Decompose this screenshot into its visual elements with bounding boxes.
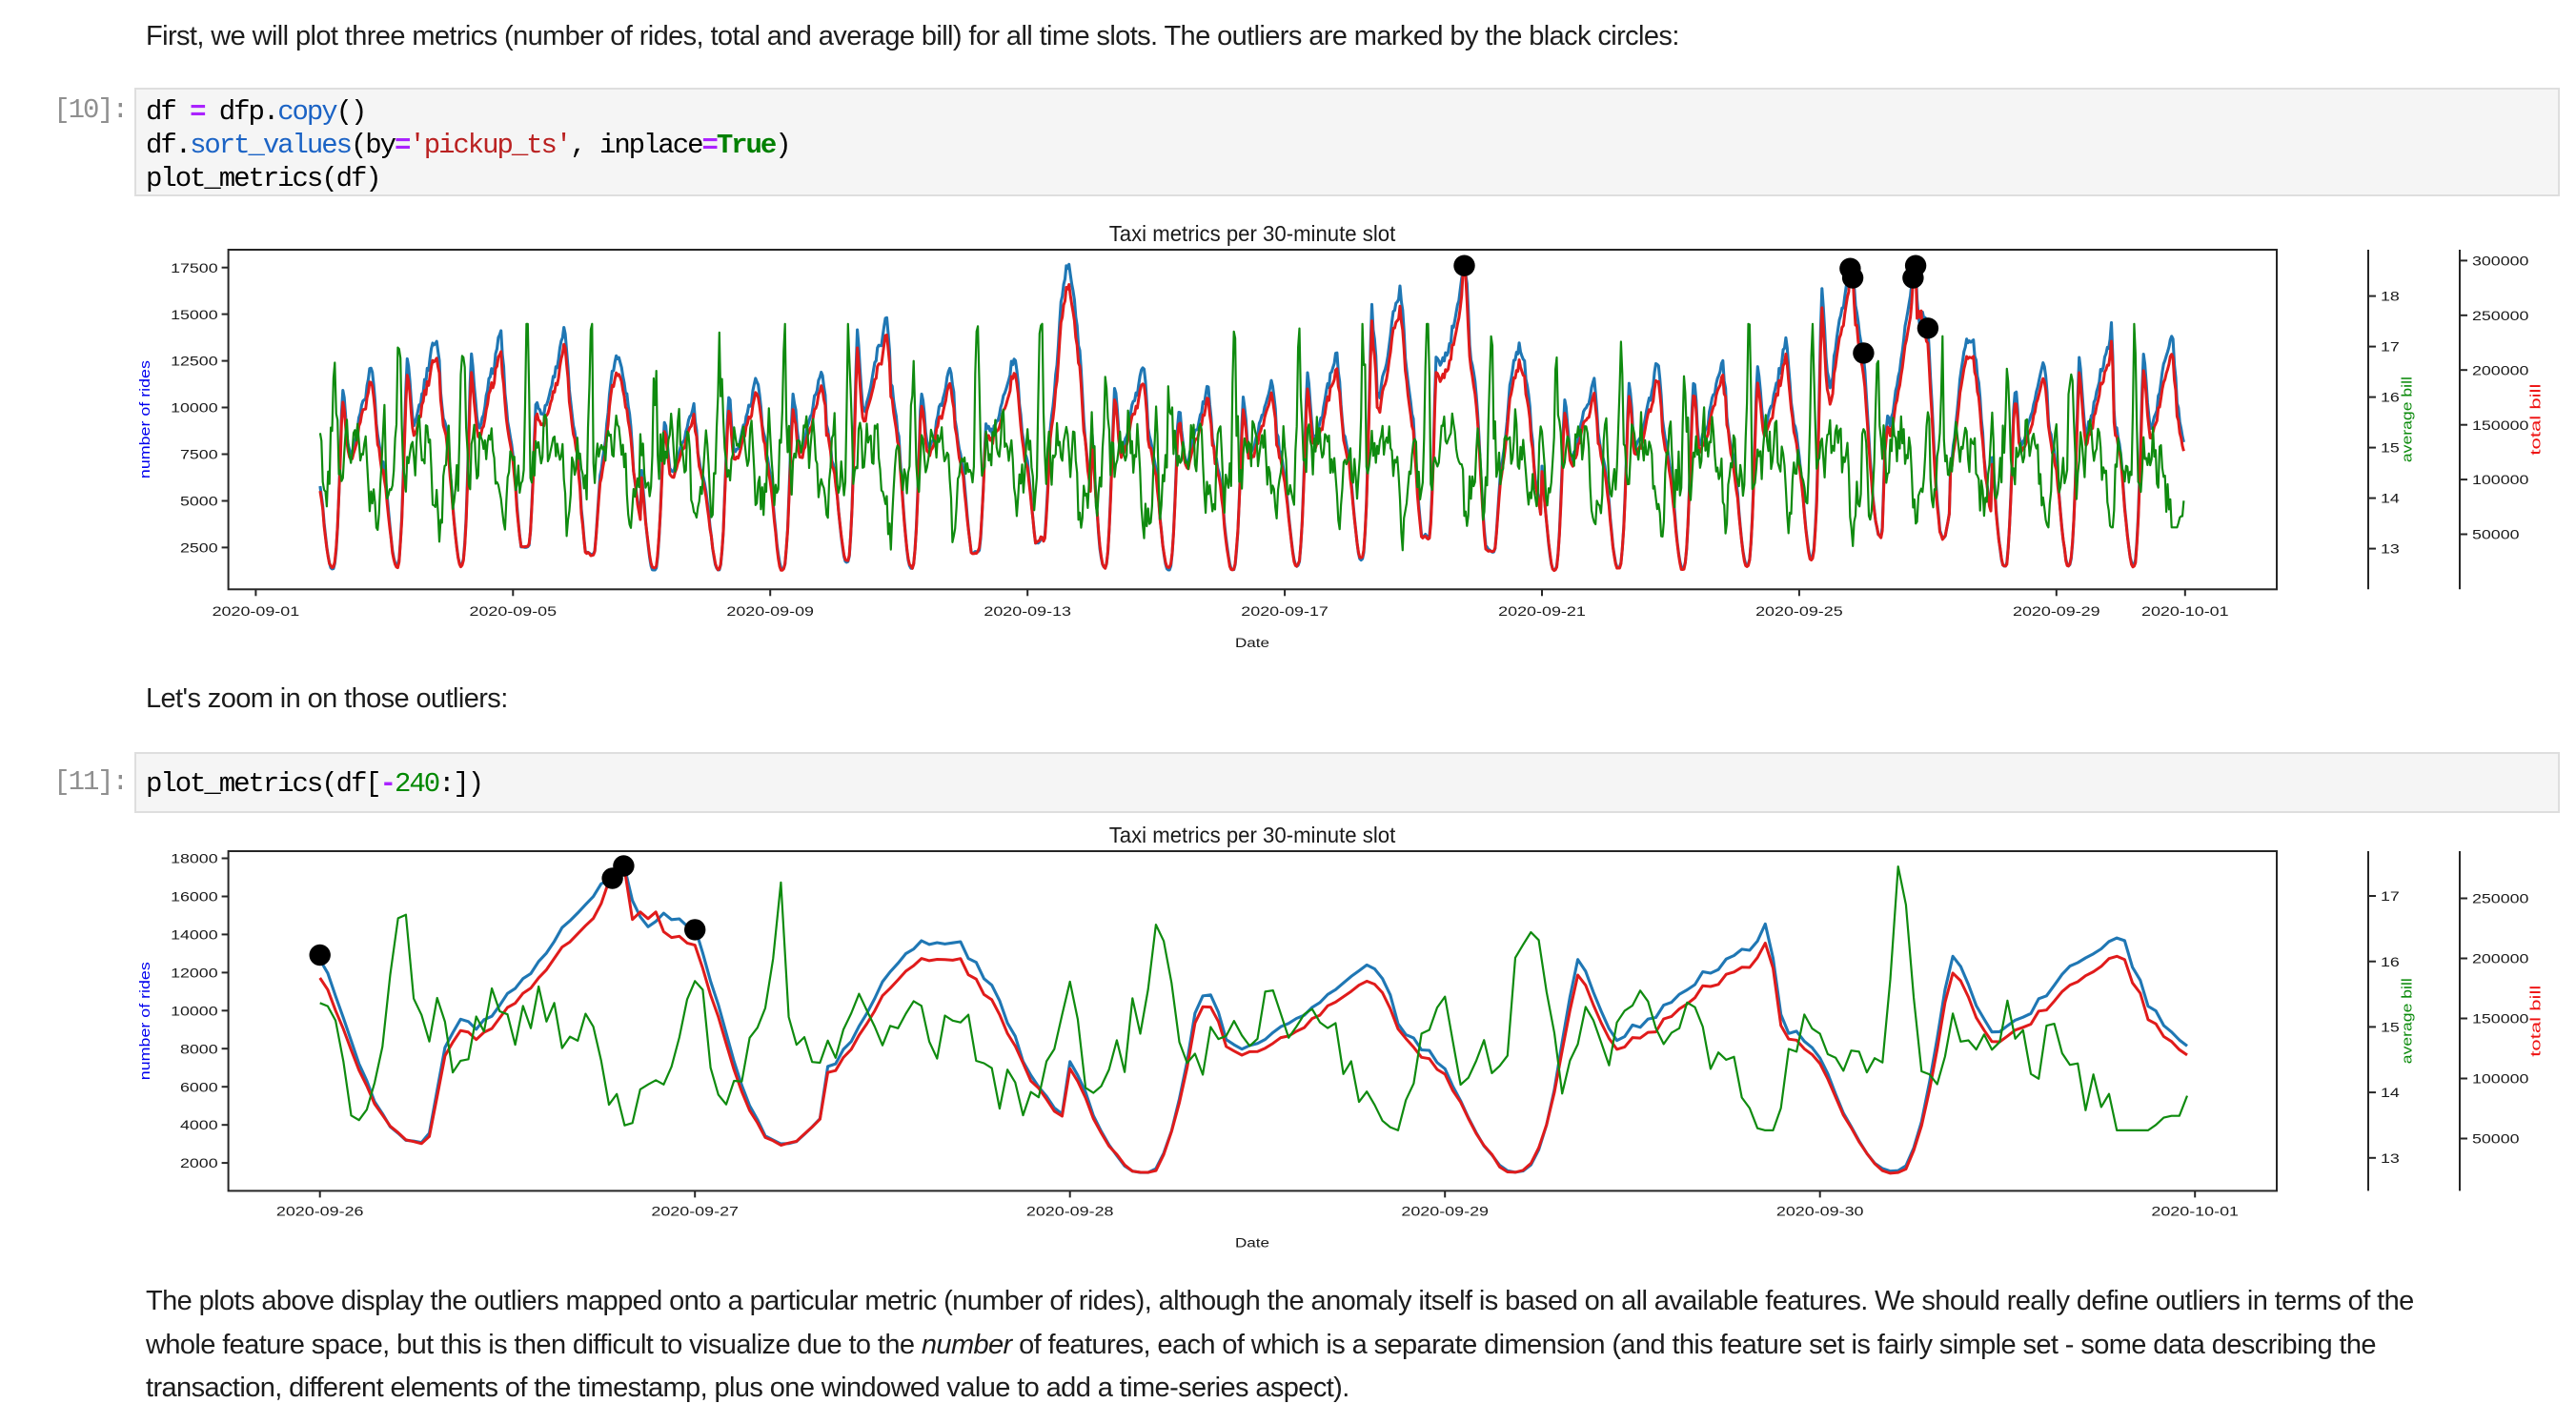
svg-text:2020-09-21: 2020-09-21 — [1498, 604, 1586, 620]
svg-text:200000: 200000 — [2472, 363, 2529, 378]
svg-text:2020-09-29: 2020-09-29 — [2013, 604, 2100, 620]
svg-text:14000: 14000 — [171, 928, 218, 944]
svg-text:2020-09-29: 2020-09-29 — [1401, 1204, 1489, 1219]
svg-text:12000: 12000 — [171, 966, 218, 982]
svg-text:2020-09-13: 2020-09-13 — [984, 604, 1071, 620]
svg-text:17500: 17500 — [171, 261, 218, 276]
svg-text:2020-10-01: 2020-10-01 — [2151, 1204, 2239, 1219]
svg-text:2020-09-28: 2020-09-28 — [1026, 1204, 1114, 1219]
svg-text:15: 15 — [2381, 1021, 2400, 1036]
svg-text:18000: 18000 — [171, 852, 218, 867]
svg-text:2020-09-05: 2020-09-05 — [470, 604, 558, 620]
svg-text:150000: 150000 — [2472, 1012, 2529, 1027]
svg-text:15000: 15000 — [171, 308, 218, 323]
svg-text:50000: 50000 — [2472, 1132, 2520, 1148]
svg-text:8000: 8000 — [180, 1042, 218, 1057]
svg-text:13: 13 — [2381, 1151, 2400, 1167]
svg-text:Date: Date — [1235, 1235, 1269, 1251]
svg-text:2020-09-26: 2020-09-26 — [276, 1204, 364, 1219]
svg-text:Date: Date — [1235, 636, 1269, 651]
svg-text:2020-09-27: 2020-09-27 — [651, 1204, 739, 1219]
svg-text:10000: 10000 — [171, 1004, 218, 1019]
svg-text:12500: 12500 — [171, 355, 218, 370]
svg-text:Taxi metrics per 30-minute slo: Taxi metrics per 30-minute slot — [1109, 221, 1396, 246]
svg-text:15: 15 — [2381, 441, 2400, 457]
svg-text:100000: 100000 — [2472, 1072, 2529, 1088]
svg-text:16: 16 — [2381, 391, 2400, 406]
svg-text:150000: 150000 — [2472, 418, 2529, 434]
svg-text:2000: 2000 — [180, 1156, 218, 1171]
svg-text:2500: 2500 — [180, 541, 218, 557]
svg-text:6000: 6000 — [180, 1080, 218, 1095]
svg-text:4000: 4000 — [180, 1118, 218, 1133]
svg-text:16: 16 — [2381, 955, 2400, 970]
svg-text:7500: 7500 — [180, 448, 218, 463]
svg-text:2020-09-25: 2020-09-25 — [1755, 604, 1843, 620]
svg-text:5000: 5000 — [180, 495, 218, 510]
svg-text:18: 18 — [2381, 290, 2400, 305]
svg-text:10000: 10000 — [171, 401, 218, 417]
svg-text:number of rides: number of rides — [138, 360, 153, 478]
svg-text:50000: 50000 — [2472, 528, 2520, 543]
svg-text:250000: 250000 — [2472, 309, 2529, 324]
svg-text:2020-09-17: 2020-09-17 — [1241, 604, 1329, 620]
svg-text:average bill: average bill — [2400, 376, 2415, 462]
svg-text:14: 14 — [2381, 1086, 2400, 1101]
svg-text:200000: 200000 — [2472, 952, 2529, 967]
svg-text:14: 14 — [2381, 492, 2400, 507]
svg-text:17: 17 — [2381, 340, 2400, 356]
svg-text:2020-09-30: 2020-09-30 — [1776, 1204, 1864, 1219]
svg-text:300000: 300000 — [2472, 254, 2529, 270]
svg-text:2020-09-01: 2020-09-01 — [213, 604, 300, 620]
svg-text:Taxi metrics per 30-minute slo: Taxi metrics per 30-minute slot — [1109, 823, 1396, 847]
svg-text:2020-10-01: 2020-10-01 — [2141, 604, 2229, 620]
svg-text:number of rides: number of rides — [138, 962, 153, 1080]
svg-text:total bill: total bill — [2529, 986, 2545, 1057]
svg-text:average bill: average bill — [2400, 978, 2415, 1064]
svg-text:250000: 250000 — [2472, 892, 2529, 907]
svg-text:13: 13 — [2381, 542, 2400, 558]
svg-text:17: 17 — [2381, 889, 2400, 905]
svg-text:2020-09-09: 2020-09-09 — [726, 604, 814, 620]
svg-text:total bill: total bill — [2529, 384, 2545, 456]
svg-text:100000: 100000 — [2472, 473, 2529, 488]
svg-text:16000: 16000 — [171, 890, 218, 905]
